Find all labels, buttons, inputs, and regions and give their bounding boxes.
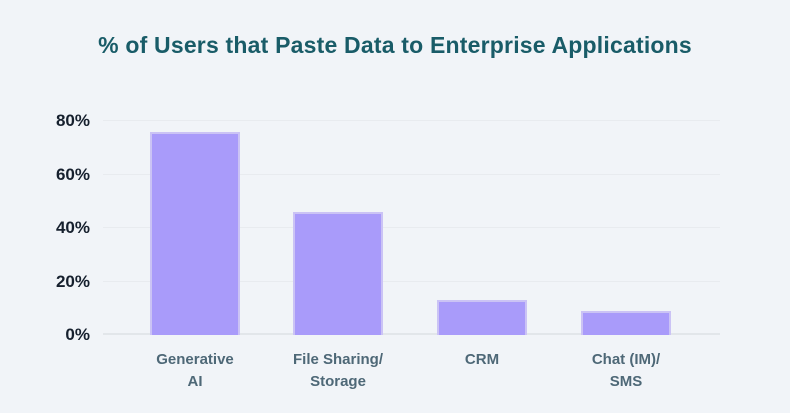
- y-axis-tick-label: 40%: [55, 218, 90, 237]
- plot-area: [103, 94, 720, 335]
- chart-title: % of Users that Paste Data to Enterprise…: [98, 32, 692, 58]
- y-axis-tick-label: 80%: [55, 111, 90, 130]
- bar-chat-im-sms: [581, 311, 671, 335]
- gridline: [103, 173, 720, 175]
- x-axis-line: [103, 333, 720, 335]
- bar-generative-ai: [150, 132, 240, 335]
- bar-file-sharing-storage: [293, 212, 383, 335]
- gridline: [103, 227, 720, 228]
- gridline: [103, 120, 720, 121]
- y-axis-tick-label: 60%: [55, 164, 90, 184]
- x-axis-category-label: File Sharing/ Storage: [292, 351, 383, 390]
- gridline: [103, 280, 720, 282]
- bar-chart: 0% 20% 40% 60% 80% Generative AI File Sharing/…: [0, 94, 790, 394]
- x-axis-category-label: CRM: [464, 351, 500, 368]
- x-axis-category-label: Chat (IM)/ SMS: [591, 351, 661, 390]
- x-axis-category-label: Generative AI: [156, 351, 234, 390]
- y-axis-tick-label: 20%: [55, 271, 90, 291]
- bar-crm: [437, 300, 527, 335]
- y-axis-tick-label: 0%: [65, 325, 90, 344]
